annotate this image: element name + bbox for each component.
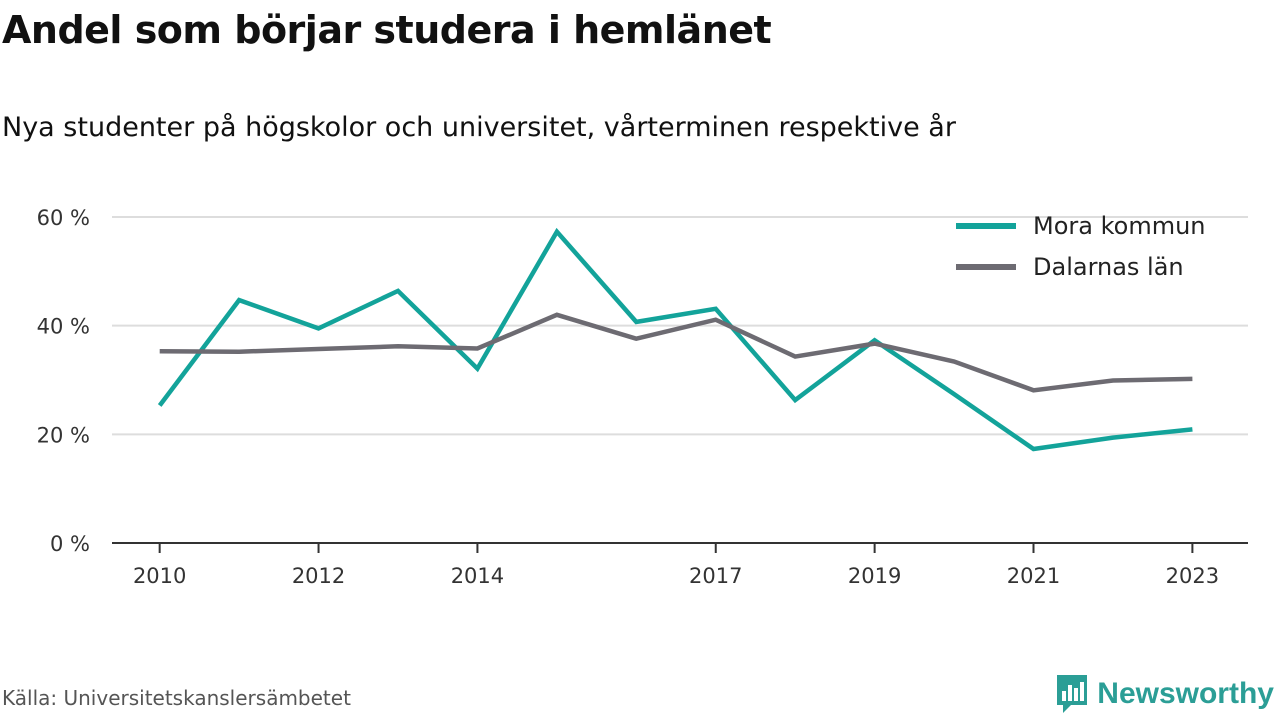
x-tick-label: 2021 (1007, 564, 1060, 588)
data-point (872, 341, 878, 347)
data-point (633, 319, 639, 325)
series-line-dalarnas-lan (159, 312, 1193, 393)
data-point (951, 391, 957, 397)
y-tick-label: 20 % (37, 423, 90, 447)
data-point (395, 288, 401, 294)
data-point (1110, 378, 1116, 384)
series-line-mora-kommun (157, 227, 1193, 452)
data-point (1189, 426, 1195, 432)
data-point (157, 403, 163, 409)
chart-title: Andel som börjar studera i hemlänet (2, 8, 772, 52)
data-point (1110, 435, 1116, 441)
data-point (792, 354, 798, 360)
data-point (554, 229, 560, 235)
data-point (236, 349, 242, 355)
y-tick-label: 0 % (50, 532, 90, 556)
data-point (1031, 446, 1037, 452)
x-tick-label: 2010 (133, 564, 186, 588)
data-point (316, 346, 322, 352)
data-point (395, 343, 401, 349)
data-point (474, 366, 480, 372)
data-point (713, 317, 719, 323)
data-point (554, 312, 560, 318)
data-point (157, 348, 163, 354)
data-point (713, 306, 719, 312)
axes: 0 % 20 % 40 % 60 % 2010 2012 2014 2017 2019 2021 2… (37, 206, 1248, 588)
data-point (792, 397, 798, 403)
chart-subtitle: Nya studenter på högskolor och universit… (2, 112, 956, 143)
data-point (1031, 387, 1037, 393)
legend-label: Mora kommun (1033, 212, 1206, 240)
data-point (1189, 376, 1195, 382)
y-tick-label: 40 % (37, 315, 90, 339)
series-lines (157, 227, 1195, 452)
newsworthy-logo-icon (1057, 675, 1088, 713)
source-note: Källa: Universitetskanslersämbetet (2, 686, 351, 710)
data-point (236, 297, 242, 303)
data-point (951, 359, 957, 365)
x-tick-label: 2019 (848, 564, 901, 588)
data-point (633, 336, 639, 342)
x-tick-label: 2017 (689, 564, 742, 588)
data-point (316, 325, 322, 331)
legend-label: Dalarnas län (1033, 253, 1184, 281)
legend: Mora kommun Dalarnas län (956, 212, 1206, 281)
x-tick-label: 2023 (1166, 564, 1219, 588)
gridlines (112, 216, 1248, 436)
brand-logo: Newsworthy (1055, 672, 1274, 716)
x-tick-label: 2014 (451, 564, 504, 588)
brand-name: Newsworthy (1097, 677, 1274, 710)
x-tick-label: 2012 (292, 564, 345, 588)
y-tick-label: 60 % (37, 206, 90, 230)
data-point (474, 345, 480, 351)
